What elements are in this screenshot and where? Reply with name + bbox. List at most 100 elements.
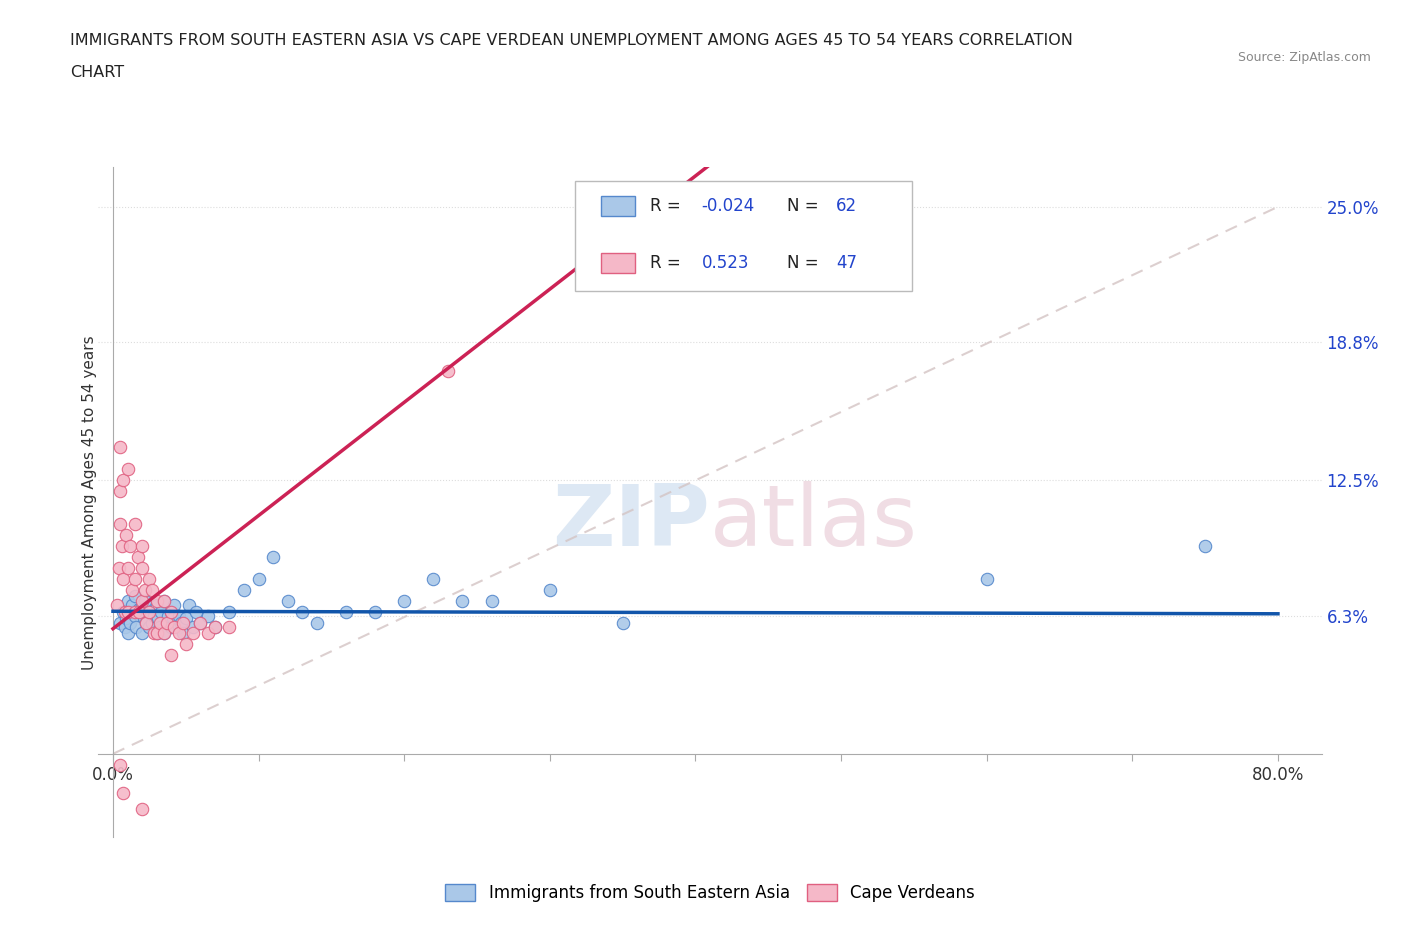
Point: [141, 582, 163, 597]
Point: [156, 615, 179, 630]
Point: [163, 598, 186, 613]
Text: N =: N =: [787, 254, 824, 272]
Point: [149, 619, 172, 634]
Point: [142, 626, 165, 641]
Point: [115, 611, 138, 626]
Point: [167, 626, 190, 641]
Point: [108, 561, 131, 576]
Point: [181, 626, 204, 641]
Point: [120, 615, 142, 630]
Point: [162, 611, 184, 626]
Point: [145, 593, 167, 608]
Text: -0.024: -0.024: [702, 197, 755, 215]
Point: [170, 615, 193, 630]
Point: [117, 593, 139, 608]
Point: [153, 593, 176, 608]
Text: Source: ZipAtlas.com: Source: ZipAtlas.com: [1237, 51, 1371, 64]
Bar: [602, 253, 636, 273]
Point: [142, 608, 165, 623]
Point: [138, 604, 160, 619]
Point: [153, 626, 176, 641]
Point: [160, 619, 183, 634]
Text: N =: N =: [787, 197, 824, 215]
Point: [124, 589, 146, 604]
Point: [172, 626, 194, 641]
Point: [160, 648, 183, 663]
Point: [218, 604, 240, 619]
Point: [197, 608, 219, 623]
Point: [177, 598, 200, 613]
Point: [117, 561, 139, 576]
Point: [121, 582, 143, 597]
Point: [135, 615, 157, 630]
Point: [117, 462, 139, 477]
Point: [204, 619, 226, 634]
Point: [114, 604, 136, 619]
Point: [197, 626, 219, 641]
Point: [160, 604, 183, 619]
Point: [131, 538, 153, 553]
Point: [125, 619, 148, 634]
Point: [160, 604, 183, 619]
Point: [262, 550, 284, 565]
Point: [131, 626, 153, 641]
Point: [110, 440, 132, 455]
Point: [112, 472, 135, 487]
Point: [145, 626, 167, 641]
Point: [131, 801, 153, 816]
Point: [174, 611, 197, 626]
Point: [481, 593, 503, 608]
Point: [131, 561, 153, 576]
FancyBboxPatch shape: [575, 180, 912, 291]
Text: 0.523: 0.523: [702, 254, 749, 272]
Point: [110, 517, 132, 532]
Point: [120, 538, 142, 553]
Point: [204, 619, 226, 634]
Point: [184, 604, 207, 619]
Text: atlas: atlas: [710, 481, 918, 564]
Text: R =: R =: [650, 254, 686, 272]
Point: [124, 517, 146, 532]
Point: [247, 571, 270, 586]
Text: R =: R =: [650, 197, 686, 215]
Point: [1194, 538, 1216, 553]
Point: [115, 527, 138, 542]
Point: [138, 604, 160, 619]
Point: [153, 593, 176, 608]
Point: [131, 598, 153, 613]
Point: [150, 604, 173, 619]
Point: [612, 615, 634, 630]
Point: [188, 615, 212, 630]
Point: [145, 626, 167, 641]
Point: [138, 619, 160, 634]
Point: [156, 615, 179, 630]
Point: [127, 550, 149, 565]
Point: [218, 619, 240, 634]
Point: [167, 608, 190, 623]
Point: [131, 593, 153, 608]
Point: [153, 626, 176, 641]
Text: IMMIGRANTS FROM SOUTH EASTERN ASIA VS CAPE VERDEAN UNEMPLOYMENT AMONG AGES 45 TO: IMMIGRANTS FROM SOUTH EASTERN ASIA VS CA…: [70, 33, 1073, 47]
Point: [277, 593, 299, 608]
Point: [112, 786, 135, 801]
Point: [124, 571, 146, 586]
Point: [976, 571, 998, 586]
Point: [233, 582, 256, 597]
Point: [117, 604, 139, 619]
Point: [174, 637, 197, 652]
Point: [110, 615, 132, 630]
Point: [110, 757, 132, 772]
Text: 47: 47: [837, 254, 858, 272]
Point: [112, 604, 135, 619]
Point: [181, 619, 204, 634]
Point: [114, 619, 136, 634]
Point: [437, 364, 460, 379]
Point: [128, 604, 150, 619]
Point: [141, 615, 163, 630]
Point: [124, 608, 146, 623]
Text: 62: 62: [837, 197, 858, 215]
Point: [105, 598, 128, 613]
Point: [149, 615, 172, 630]
Point: [134, 593, 156, 608]
Point: [111, 538, 134, 553]
